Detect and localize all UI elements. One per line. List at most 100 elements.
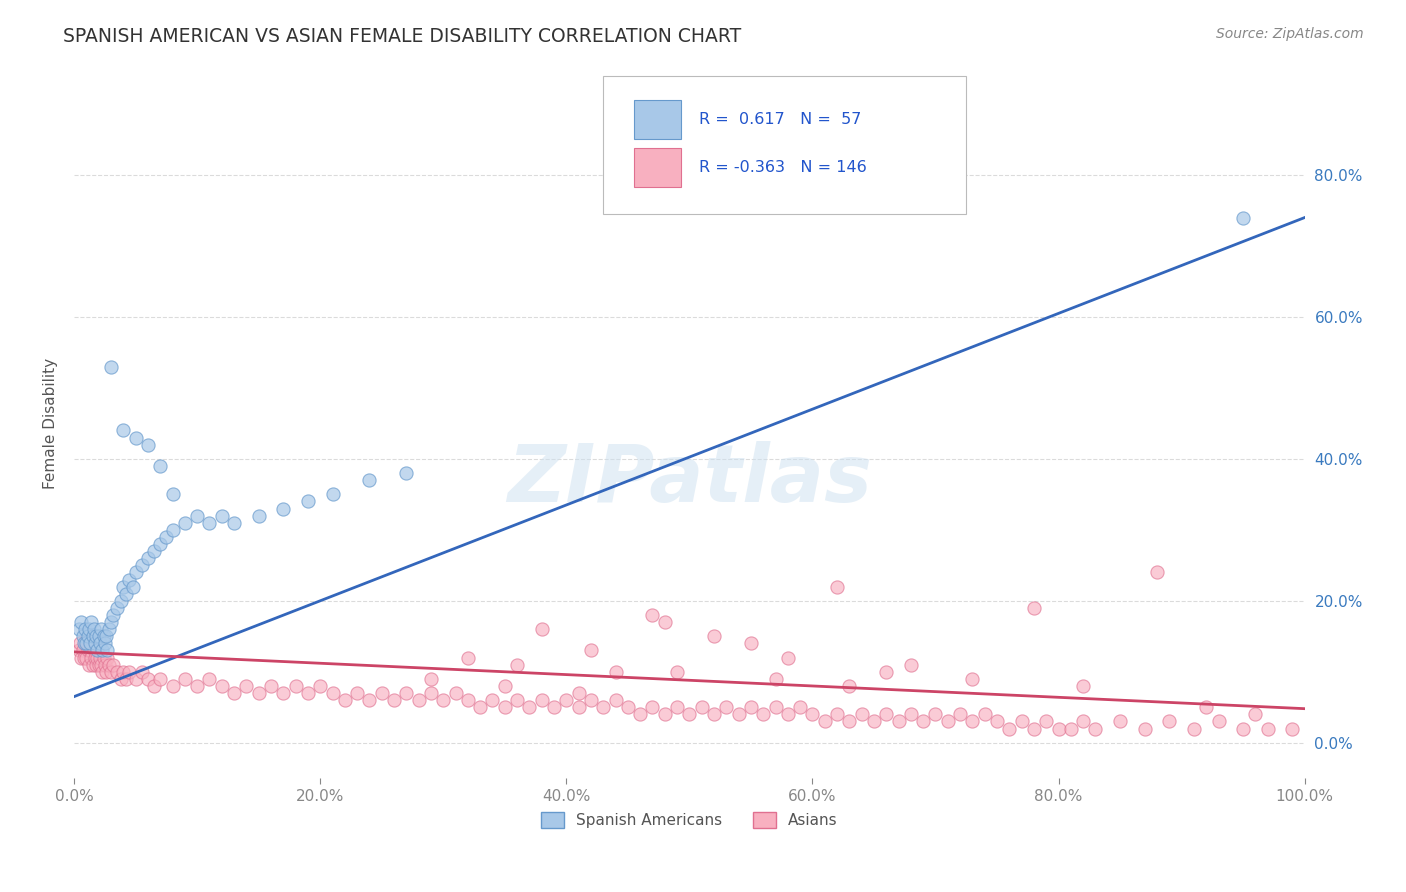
Point	[235, 679, 257, 693]
Point	[776, 707, 799, 722]
Point	[838, 714, 860, 729]
Point	[94, 665, 117, 679]
Point	[444, 686, 467, 700]
Point	[173, 516, 195, 530]
Point	[321, 487, 343, 501]
Point	[149, 458, 172, 473]
Point	[863, 714, 886, 729]
Point	[143, 679, 166, 693]
Point	[838, 679, 860, 693]
Point	[271, 686, 294, 700]
Point	[851, 707, 873, 722]
Point	[309, 679, 332, 693]
Point	[1133, 722, 1156, 736]
Point	[110, 672, 132, 686]
Point	[155, 530, 177, 544]
Point	[122, 580, 145, 594]
Point	[112, 665, 135, 679]
Point	[359, 473, 381, 487]
Point	[67, 622, 90, 636]
Point	[519, 700, 541, 714]
Point	[94, 636, 117, 650]
Point	[801, 707, 824, 722]
Bar	[634, 100, 681, 139]
Point	[105, 600, 128, 615]
Text: R = -0.363   N = 146: R = -0.363 N = 146	[699, 161, 868, 176]
Point	[105, 665, 128, 679]
Point	[124, 566, 146, 580]
Legend: Spanish Americans, Asians: Spanish Americans, Asians	[534, 806, 844, 834]
Point	[1035, 714, 1057, 729]
Point	[89, 636, 111, 650]
Point	[1257, 722, 1279, 736]
Point	[82, 657, 104, 672]
Point	[83, 622, 105, 636]
Point	[75, 636, 97, 650]
Point	[1071, 714, 1094, 729]
Point	[530, 693, 553, 707]
Point	[1022, 722, 1045, 736]
Point	[211, 508, 233, 523]
Text: SPANISH AMERICAN VS ASIAN FEMALE DISABILITY CORRELATION CHART: SPANISH AMERICAN VS ASIAN FEMALE DISABIL…	[63, 27, 741, 45]
Point	[97, 622, 120, 636]
Point	[470, 700, 492, 714]
Point	[825, 707, 848, 722]
Point	[641, 700, 664, 714]
Point	[84, 657, 107, 672]
Point	[494, 700, 516, 714]
Point	[494, 679, 516, 693]
Point	[93, 629, 115, 643]
Point	[136, 551, 159, 566]
Point	[75, 650, 97, 665]
Point	[149, 672, 172, 686]
Point	[136, 672, 159, 686]
Point	[90, 622, 112, 636]
Point	[346, 686, 368, 700]
Point	[271, 501, 294, 516]
Point	[162, 487, 184, 501]
Point	[998, 722, 1021, 736]
Point	[67, 643, 90, 657]
Point	[1022, 600, 1045, 615]
Point	[887, 714, 910, 729]
Point	[94, 629, 117, 643]
Y-axis label: Female Disability: Female Disability	[44, 358, 58, 489]
Point	[973, 707, 995, 722]
Point	[395, 686, 418, 700]
Point	[1084, 722, 1107, 736]
Point	[1232, 722, 1254, 736]
Point	[284, 679, 307, 693]
Text: R =  0.617   N =  57: R = 0.617 N = 57	[699, 112, 862, 128]
Point	[1146, 566, 1168, 580]
Point	[1071, 679, 1094, 693]
Point	[1232, 211, 1254, 225]
Point	[765, 672, 787, 686]
Point	[84, 629, 107, 643]
Point	[1182, 722, 1205, 736]
Point	[100, 615, 122, 629]
Point	[79, 636, 101, 650]
Point	[628, 707, 651, 722]
Point	[875, 707, 897, 722]
Point	[112, 424, 135, 438]
Point	[211, 679, 233, 693]
Point	[617, 700, 640, 714]
Point	[900, 657, 922, 672]
Point	[321, 686, 343, 700]
Point	[94, 657, 117, 672]
Point	[1195, 700, 1218, 714]
Point	[131, 665, 153, 679]
Point	[654, 707, 676, 722]
Text: ZIPatlas: ZIPatlas	[508, 442, 872, 519]
Point	[100, 359, 122, 374]
Point	[506, 693, 529, 707]
Point	[72, 629, 94, 643]
Point	[1159, 714, 1181, 729]
Point	[605, 693, 627, 707]
Point	[110, 594, 132, 608]
Point	[90, 657, 112, 672]
Point	[912, 714, 935, 729]
Point	[949, 707, 972, 722]
Point	[87, 629, 110, 643]
Point	[222, 516, 245, 530]
